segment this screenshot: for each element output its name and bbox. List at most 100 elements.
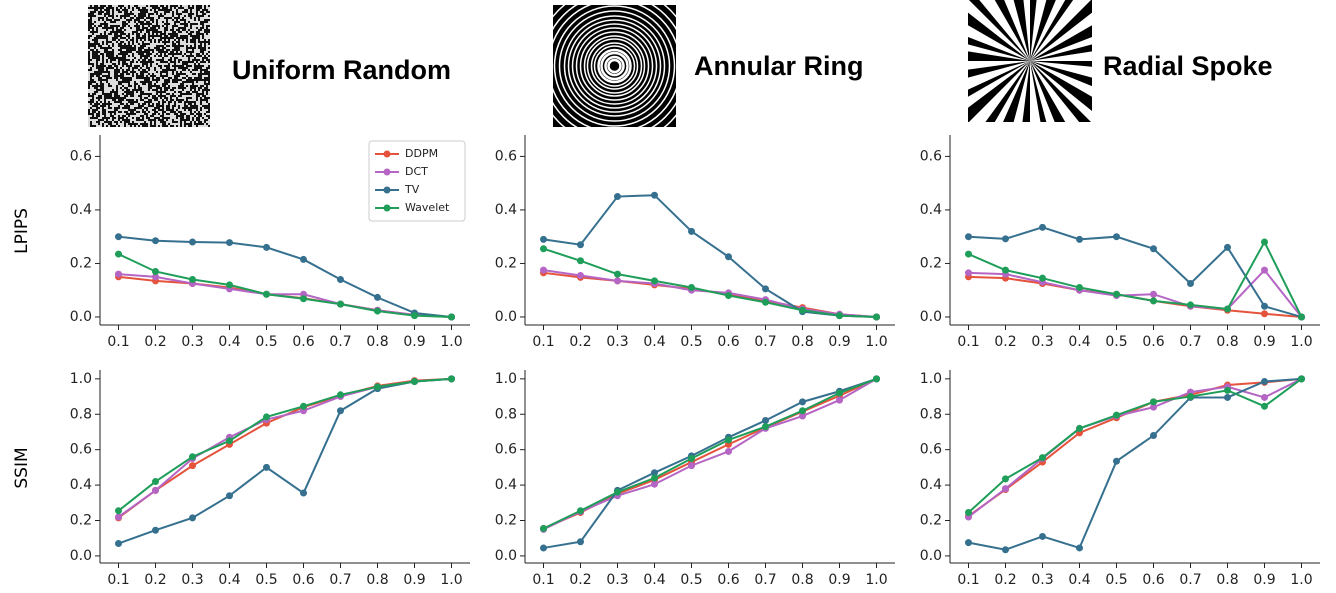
x-tick-label: 0.8 (1216, 572, 1238, 588)
x-tick-label: 0.1 (107, 572, 129, 588)
ring (553, 5, 676, 127)
series-line (967, 377, 1302, 517)
point (263, 413, 270, 421)
x-tick-label: 0.5 (1105, 334, 1127, 350)
ring (571, 23, 658, 109)
point (1187, 393, 1194, 401)
x-tick-label: 0.7 (329, 334, 351, 350)
x-tick-label: 0.7 (1179, 572, 1201, 588)
x-tick-label: 0.8 (791, 572, 813, 588)
point (1261, 402, 1268, 410)
row-label: SSIM (12, 447, 32, 488)
point (374, 307, 381, 315)
point (189, 462, 196, 470)
y-tick-label: 0.0 (495, 309, 517, 325)
series-line (968, 377, 1302, 551)
x-tick-label: 0.2 (569, 334, 591, 350)
x-tick-label: 0.9 (828, 334, 850, 350)
legend-marker (383, 150, 391, 158)
x-tick-label: 0.5 (680, 334, 702, 350)
y-tick-label: 0.0 (920, 548, 942, 564)
chart: 0.0 0.2 0.4 0.6 0.1 0.2 0.3 0.4 0.5 0.6 0.7 0.8 0.9 1… (920, 135, 1320, 350)
x-tick-label: 0.6 (717, 334, 739, 350)
point (1298, 375, 1305, 383)
point (762, 416, 769, 424)
point (1150, 403, 1157, 411)
x-tick-label: 0.7 (1179, 334, 1201, 350)
y-tick-label: 0.2 (70, 513, 92, 529)
series-line (117, 377, 452, 518)
point (762, 423, 769, 431)
y-tick-label: 0.6 (920, 148, 942, 164)
point (263, 463, 270, 471)
point (411, 312, 418, 320)
x-tick-label: 0.2 (994, 572, 1016, 588)
ring (579, 31, 650, 101)
rings (534, 0, 695, 146)
x-tick-label: 1.0 (440, 572, 462, 588)
x-tick-label: 0.6 (1142, 572, 1164, 588)
point (1298, 313, 1305, 321)
point (263, 243, 270, 251)
point (226, 281, 233, 289)
chart: 0.0 0.2 0.4 0.6 0.1 0.2 0.3 0.4 0.5 0.6 0.7 0.8 0.9 1… (70, 135, 470, 350)
point (965, 269, 972, 277)
point (1261, 238, 1268, 246)
y-tick-label: 0.4 (70, 202, 92, 218)
ring (541, 0, 688, 139)
x-tick-label: 0.9 (828, 572, 850, 588)
point (1224, 305, 1231, 313)
x-tick-label: 0.8 (791, 334, 813, 350)
point (688, 455, 695, 463)
point (300, 255, 307, 263)
point (226, 492, 233, 500)
point (965, 250, 972, 258)
point (799, 398, 806, 406)
column-title: Radial Spoke (1103, 51, 1273, 81)
series-line (118, 235, 452, 318)
point (873, 313, 880, 321)
series-line (543, 377, 877, 530)
x-tick-label: 1.0 (865, 572, 887, 588)
x-tick-label: 1.0 (1290, 572, 1312, 588)
point (577, 538, 584, 546)
x-tick-label: 0.5 (255, 572, 277, 588)
y-tick-label: 0.6 (70, 148, 92, 164)
point (115, 513, 122, 521)
y-tick-label: 0.6 (70, 442, 92, 458)
point (263, 290, 270, 298)
point (152, 267, 159, 275)
ring (563, 15, 666, 117)
series-line (543, 377, 877, 549)
x-tick-label: 0.1 (107, 334, 129, 350)
series-line (117, 377, 452, 519)
point (411, 378, 418, 386)
ring (590, 42, 639, 90)
y-tick-label: 0.6 (495, 442, 517, 458)
series-line (968, 268, 1303, 318)
series-line (543, 377, 877, 531)
y-tick-label: 0.0 (70, 548, 92, 564)
point (115, 507, 122, 515)
point (1076, 544, 1083, 552)
point (300, 295, 307, 303)
ring (600, 51, 629, 81)
y-tick-label: 0.6 (920, 442, 942, 458)
point (1224, 243, 1231, 251)
point (651, 191, 658, 199)
point (577, 271, 584, 279)
series-line (118, 253, 452, 318)
y-tick-label: 0.0 (920, 309, 942, 325)
point (614, 277, 621, 285)
y-tick-label: 0.2 (495, 513, 517, 529)
point (115, 270, 122, 278)
series-line (543, 247, 877, 318)
point (337, 391, 344, 399)
point (152, 526, 159, 534)
x-tick-label: 0.3 (606, 572, 628, 588)
noise (88, 5, 210, 127)
x-tick-label: 1.0 (865, 334, 887, 350)
point (688, 284, 695, 292)
ring (583, 35, 646, 97)
legend-marker (383, 168, 391, 176)
